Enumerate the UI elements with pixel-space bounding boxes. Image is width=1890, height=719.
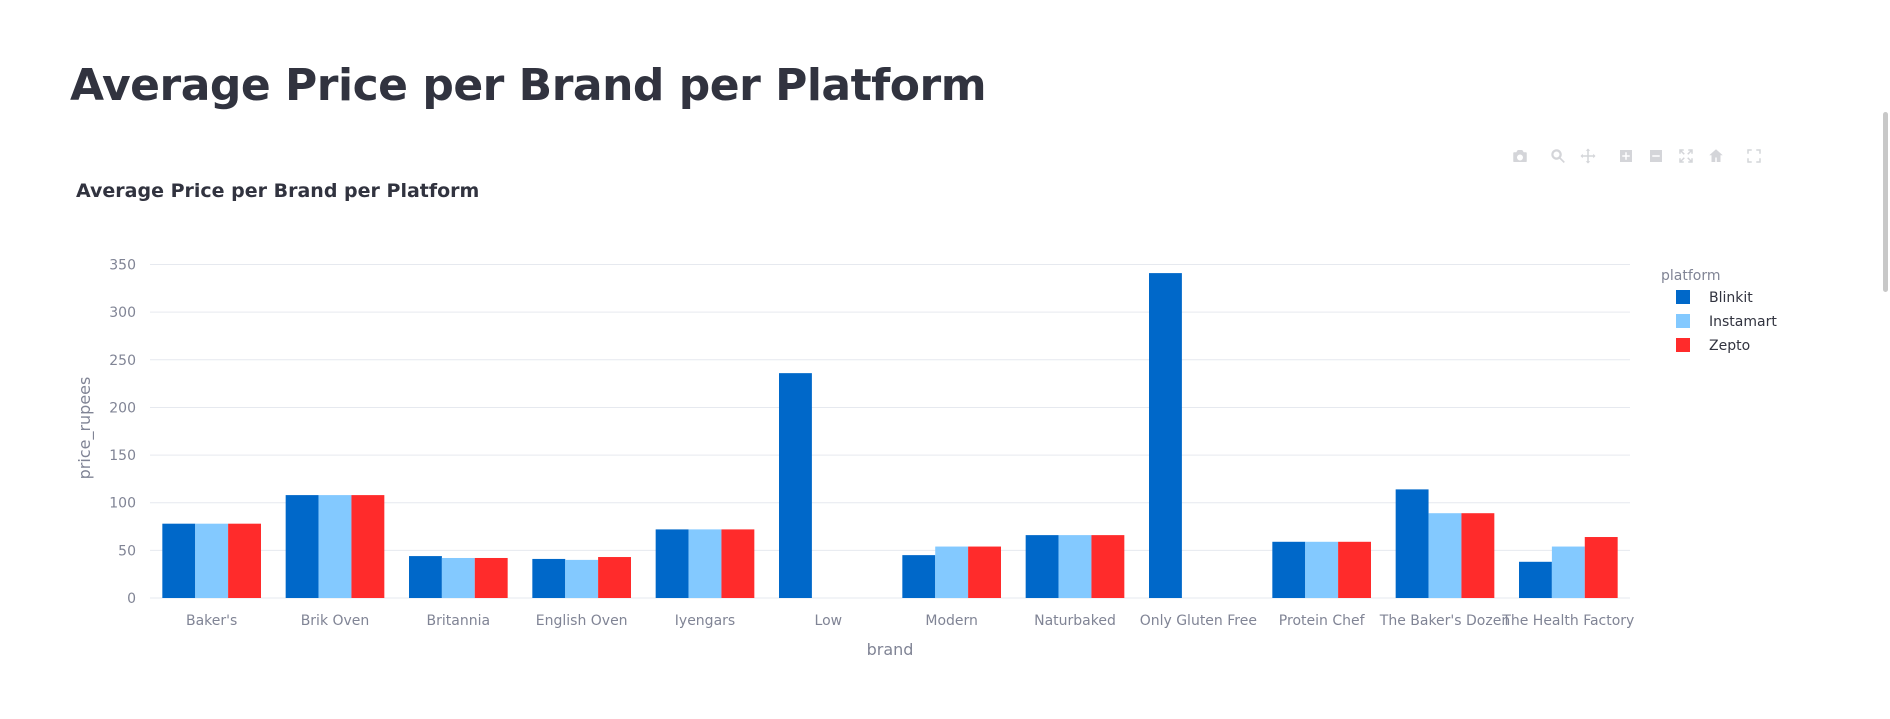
bar <box>318 495 352 598</box>
bar <box>1428 513 1462 598</box>
x-tick-label: Baker's <box>186 613 237 629</box>
x-tick-label: Iyengars <box>675 613 735 629</box>
bar <box>1149 273 1182 598</box>
pan-icon[interactable] <box>1573 144 1603 168</box>
bar <box>532 558 566 598</box>
bar <box>1058 535 1092 598</box>
zoom-in-icon[interactable] <box>1611 144 1641 168</box>
x-tick-label: Only Gluten Free <box>1140 613 1257 629</box>
bar <box>228 523 261 598</box>
bar <box>935 546 969 598</box>
y-tick-label: 300 <box>109 305 136 321</box>
x-tick-label: Britannia <box>427 613 491 629</box>
bar <box>441 557 475 598</box>
zoom-icon[interactable] <box>1543 144 1573 168</box>
legend-item: Zepto <box>1709 338 1750 354</box>
bar <box>598 557 631 598</box>
bar <box>1338 541 1371 598</box>
bar <box>1305 541 1339 598</box>
bar <box>351 495 385 598</box>
y-axis-title: price_rupees <box>75 377 95 480</box>
y-tick-label: 100 <box>109 496 136 512</box>
x-tick-label: Brik Oven <box>301 613 370 629</box>
y-tick-label: 200 <box>109 400 136 416</box>
bar <box>655 529 689 598</box>
y-tick-label: 0 <box>127 591 136 607</box>
bar <box>779 373 812 598</box>
bar <box>688 529 722 598</box>
bar <box>1461 513 1495 598</box>
x-tick-label: The Health Factory <box>1501 613 1634 629</box>
legend-title: platform <box>1661 268 1721 284</box>
autoscale-icon[interactable] <box>1671 144 1701 168</box>
bar <box>1025 535 1059 598</box>
x-tick-label: Protein Chef <box>1279 613 1366 629</box>
bar <box>1519 561 1552 598</box>
bar <box>162 523 196 598</box>
fullscreen-icon[interactable] <box>1739 144 1769 168</box>
zoom-out-icon[interactable] <box>1641 144 1671 168</box>
chart-title: Average Price per Brand per Platform <box>76 180 480 202</box>
y-tick-label: 150 <box>109 448 136 464</box>
legend-swatch <box>1676 338 1690 352</box>
bar <box>1584 537 1618 598</box>
bar <box>968 546 1001 598</box>
bar <box>1272 541 1306 598</box>
x-tick-label: Modern <box>925 613 978 629</box>
legend-item: Blinkit <box>1709 290 1753 306</box>
bar <box>565 559 599 598</box>
x-tick-label: The Baker's Dozen <box>1379 613 1510 629</box>
bar <box>721 529 755 598</box>
bar <box>409 556 442 598</box>
page-title: Average Price per Brand per Platform <box>70 60 987 111</box>
x-tick-label: English Oven <box>536 613 628 629</box>
bar <box>1395 489 1429 598</box>
legend-swatch <box>1676 314 1690 328</box>
home-icon[interactable] <box>1701 144 1731 168</box>
bar <box>1551 546 1585 598</box>
y-tick-label: 250 <box>109 353 136 369</box>
bar <box>1091 535 1125 598</box>
chart-modebar <box>1505 144 1769 168</box>
x-axis-title: brand <box>867 640 914 659</box>
bar <box>474 557 508 598</box>
x-tick-label: Low <box>815 613 843 629</box>
legend-item: Instamart <box>1709 314 1777 330</box>
x-tick-label: Naturbaked <box>1034 613 1116 629</box>
legend-swatch <box>1676 290 1690 304</box>
y-tick-label: 50 <box>118 543 136 559</box>
bar <box>195 523 229 598</box>
camera-icon[interactable] <box>1505 144 1535 168</box>
y-tick-label: 350 <box>109 258 136 274</box>
bar <box>902 555 936 598</box>
bar <box>285 495 319 598</box>
page-scrollbar[interactable] <box>1883 112 1888 292</box>
